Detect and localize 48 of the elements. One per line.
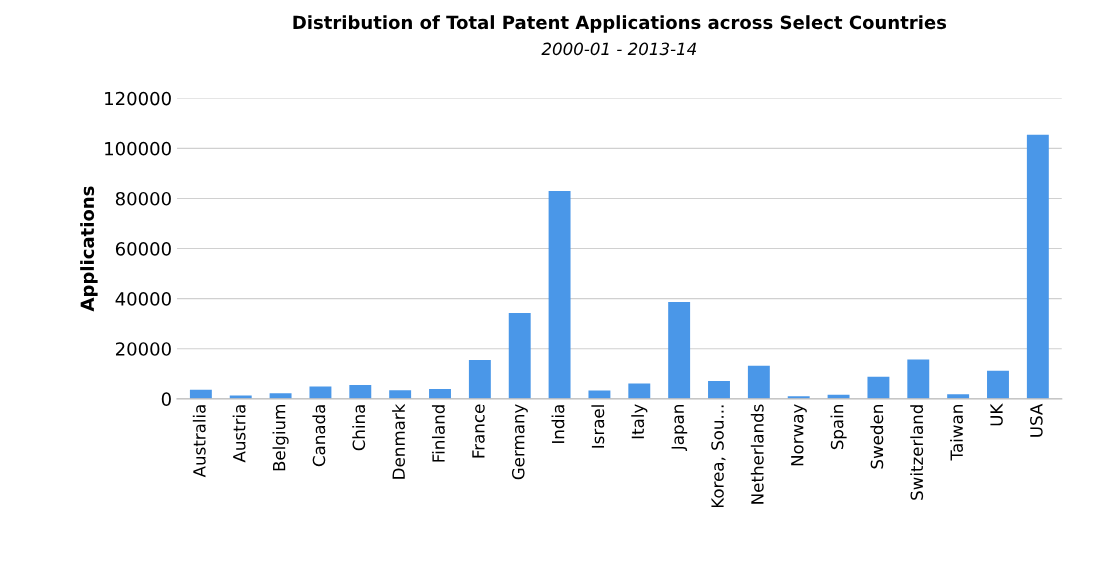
x-tick-label: Germany [511,404,528,480]
x-tick-label: Finland [431,405,445,462]
x-tick-label: Norway [791,404,807,466]
x-tick-label: Netherlands [750,404,764,504]
y-axis-title: Applications [80,186,98,312]
x-tick-label: Denmark [392,403,405,479]
y-tick-label: 120000 [105,91,171,106]
x-tick-label: China [352,405,366,451]
x-tick-label: Japan [671,405,688,452]
x-tick-label: Spain [830,405,847,450]
bar [708,381,730,399]
y-tick-label: 100000 [105,141,171,156]
bar [1026,134,1049,399]
x-tick-label: Belgium [272,405,289,471]
y-tick-label: 80000 [115,191,171,206]
bar [628,383,651,399]
x-tick-label: Sweden [870,405,884,469]
bar [429,389,451,399]
y-tick-label: 40000 [115,292,171,306]
x-tick-label: Italy [631,404,648,439]
bar [987,370,1009,399]
y-tick-label: 0 [161,392,171,406]
chart-subtitle: 2000-01 - 2013-14 [541,42,697,56]
x-tick-label: UK [990,403,1003,426]
bar [867,376,890,399]
y-tick-label: 60000 [115,242,171,256]
bar [747,365,770,399]
bar [508,312,531,399]
x-tick-label: Taiwan [950,405,963,461]
bar [907,359,930,399]
x-tick-label: Israel [591,405,605,448]
bar [548,190,571,399]
y-tick-label: 20000 [115,342,171,356]
bar [668,301,691,399]
x-tick-label: USA [1030,403,1043,437]
bar [269,393,292,399]
bar [389,390,412,399]
bar [468,360,491,399]
x-tick-label: Austria [232,405,246,463]
x-tick-label: Switzerland [910,405,924,500]
x-tick-label: Australia [192,405,206,478]
chart-title: Distribution of Total Patent Applications across Select Countries [293,15,947,33]
x-tick-label: France [472,404,485,458]
x-tick-label: Canada [312,405,326,467]
x-tick-label: India [551,405,565,443]
bar [309,386,332,399]
bar [349,385,372,399]
x-tick-label: Korea, Sou... [711,405,726,508]
